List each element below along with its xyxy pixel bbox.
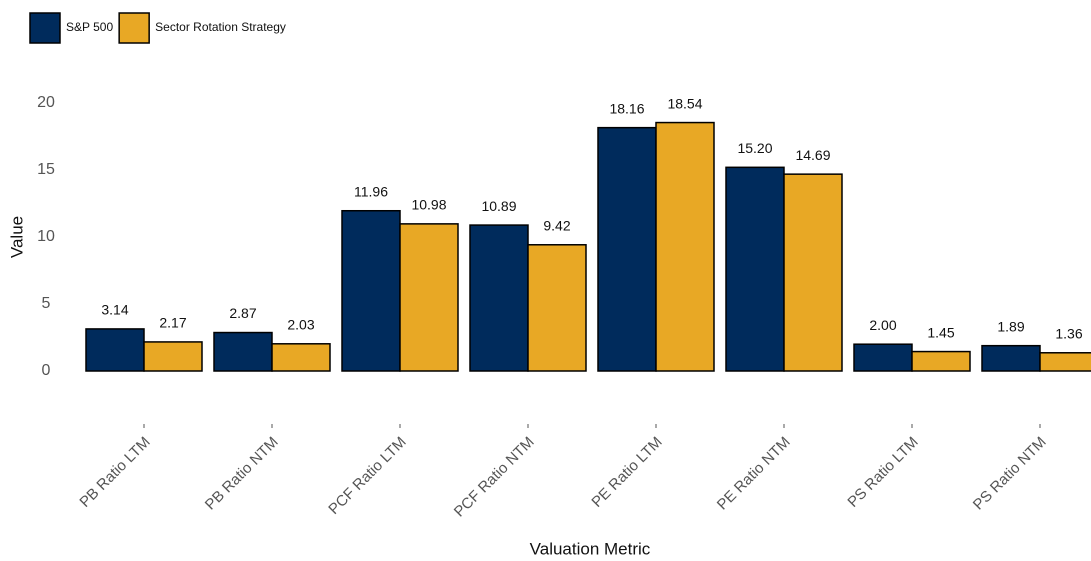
x-tick-label: PCF Ratio LTM xyxy=(325,434,409,518)
value-label: 2.03 xyxy=(287,317,314,333)
legend-swatch xyxy=(29,12,61,44)
bar xyxy=(1039,352,1091,372)
bar xyxy=(725,166,785,372)
legend-label: S&P 500 xyxy=(66,20,113,34)
value-label: 1.36 xyxy=(1055,325,1082,341)
value-label: 10.89 xyxy=(481,198,516,214)
y-axis-title: Value xyxy=(7,216,26,258)
bar xyxy=(469,224,529,372)
value-label: 2.87 xyxy=(229,305,256,321)
x-tick-label: PB Ratio NTM xyxy=(202,434,282,514)
x-axis-title: Valuation Metric xyxy=(530,539,651,558)
bar xyxy=(85,328,145,372)
y-tick-label: 10 xyxy=(37,228,55,245)
bar xyxy=(341,209,401,372)
bar xyxy=(527,244,587,372)
bar xyxy=(213,331,273,372)
value-label: 3.14 xyxy=(101,302,128,318)
x-tick-label: PE Ratio LTM xyxy=(588,434,665,511)
value-label: 18.54 xyxy=(667,95,702,111)
value-label: 15.20 xyxy=(737,140,772,156)
bar xyxy=(981,344,1041,372)
value-label: 18.16 xyxy=(609,100,644,116)
bar xyxy=(783,173,843,372)
x-tick-label: PCF Ratio NTM xyxy=(451,434,538,521)
y-tick-label: 20 xyxy=(37,94,55,111)
x-tick-label: PS Ratio LTM xyxy=(844,434,921,511)
bar xyxy=(655,121,715,372)
value-label: 2.00 xyxy=(869,317,896,333)
value-label: 1.89 xyxy=(997,318,1024,334)
x-tick-label: PS Ratio NTM xyxy=(970,434,1050,514)
legend-swatch xyxy=(118,12,150,44)
y-tick-label: 15 xyxy=(37,161,55,178)
y-tick-label: 5 xyxy=(42,295,51,312)
x-tick-label: PB Ratio LTM xyxy=(76,434,153,511)
value-label: 14.69 xyxy=(795,147,830,163)
bar xyxy=(597,126,657,372)
bar xyxy=(143,341,203,372)
value-label: 9.42 xyxy=(543,217,570,233)
x-tick-label: PE Ratio NTM xyxy=(714,434,794,514)
bar xyxy=(399,223,459,372)
value-label: 1.45 xyxy=(927,324,954,340)
value-label: 2.17 xyxy=(159,315,186,331)
legend-label: Sector Rotation Strategy xyxy=(155,20,286,34)
bar xyxy=(271,343,331,372)
bar xyxy=(853,343,913,372)
value-label: 11.96 xyxy=(354,183,388,199)
y-tick-label: 0 xyxy=(42,362,51,379)
bar xyxy=(911,350,971,372)
value-label: 10.98 xyxy=(411,197,446,213)
